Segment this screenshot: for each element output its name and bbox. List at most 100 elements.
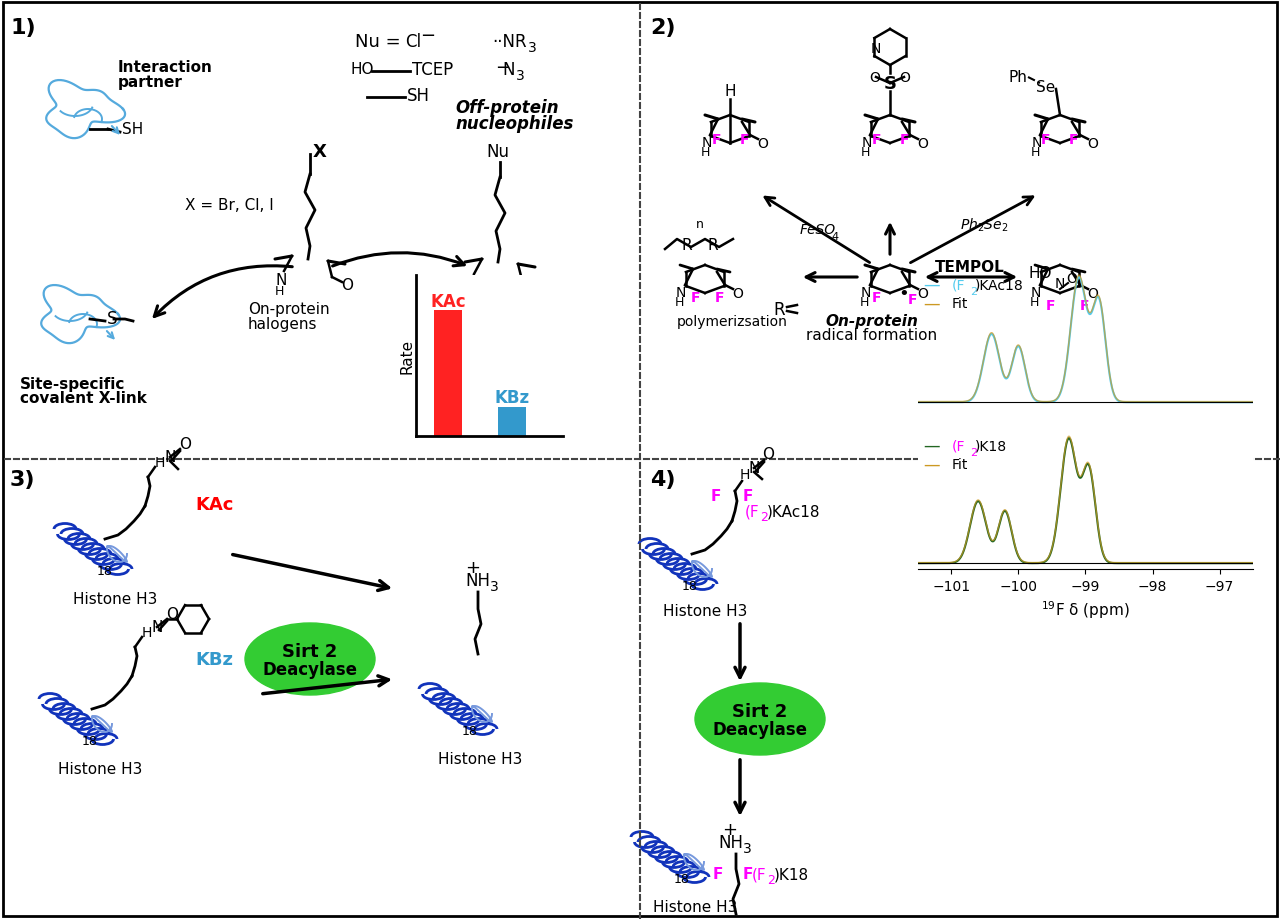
Text: F: F bbox=[1046, 299, 1056, 312]
Text: H: H bbox=[155, 456, 165, 470]
Text: N: N bbox=[861, 136, 872, 150]
Text: N: N bbox=[676, 286, 686, 300]
Text: partner: partner bbox=[118, 74, 183, 89]
Text: H: H bbox=[1030, 146, 1039, 159]
Text: KAc: KAc bbox=[430, 292, 466, 311]
Text: 4: 4 bbox=[831, 232, 838, 242]
Bar bbox=[498, 408, 526, 437]
Text: Histone H3: Histone H3 bbox=[663, 604, 748, 618]
Text: 3: 3 bbox=[516, 69, 525, 83]
Y-axis label: Rate: Rate bbox=[399, 338, 415, 374]
Text: NH: NH bbox=[465, 572, 490, 589]
Text: ··NR: ··NR bbox=[492, 33, 526, 51]
Text: F: F bbox=[716, 290, 724, 305]
Text: Sirt 2: Sirt 2 bbox=[732, 702, 787, 720]
Text: N: N bbox=[1032, 136, 1042, 150]
Text: Histone H3: Histone H3 bbox=[438, 752, 522, 766]
Text: 18: 18 bbox=[462, 725, 477, 738]
Ellipse shape bbox=[244, 623, 375, 696]
Text: Nu: Nu bbox=[486, 142, 509, 161]
Text: F: F bbox=[1041, 133, 1051, 147]
Text: (F: (F bbox=[951, 278, 965, 292]
Text: On-protein: On-protein bbox=[826, 314, 919, 329]
Text: F: F bbox=[900, 133, 909, 147]
Text: 18: 18 bbox=[682, 580, 698, 593]
Text: Fit: Fit bbox=[951, 297, 968, 311]
Text: •: • bbox=[899, 285, 909, 302]
Text: N: N bbox=[1030, 286, 1041, 300]
Text: Sirt2 deacetylation: Sirt2 deacetylation bbox=[961, 481, 1119, 498]
Text: KBz: KBz bbox=[195, 651, 233, 668]
Text: (F: (F bbox=[745, 504, 759, 519]
Text: 2): 2) bbox=[650, 18, 676, 38]
Text: O: O bbox=[340, 278, 353, 293]
Text: —: — bbox=[924, 295, 946, 312]
Text: Se: Se bbox=[1037, 80, 1056, 96]
Text: nucleophiles: nucleophiles bbox=[454, 115, 573, 133]
Text: R: R bbox=[682, 237, 692, 252]
Text: N: N bbox=[164, 450, 175, 465]
Text: Off-protein: Off-protein bbox=[454, 99, 558, 117]
Text: N: N bbox=[151, 619, 163, 635]
Text: F: F bbox=[872, 133, 881, 147]
Text: Histone H3: Histone H3 bbox=[73, 592, 157, 607]
Text: —: — bbox=[924, 437, 946, 455]
Text: H: H bbox=[465, 289, 474, 301]
Text: N: N bbox=[870, 42, 881, 56]
Text: O: O bbox=[1088, 287, 1098, 301]
Text: )KAc18: )KAc18 bbox=[767, 504, 820, 519]
Text: F: F bbox=[1069, 133, 1079, 147]
Text: KBz: KBz bbox=[494, 389, 530, 407]
Text: $Ph_2Se_2$: $Ph_2Se_2$ bbox=[960, 216, 1009, 233]
Text: S: S bbox=[108, 310, 118, 328]
Text: +: + bbox=[466, 559, 480, 576]
Text: R: R bbox=[773, 301, 785, 319]
Text: (F: (F bbox=[951, 439, 965, 453]
Text: 18: 18 bbox=[97, 565, 113, 578]
Text: Interaction: Interaction bbox=[118, 61, 212, 75]
Text: O: O bbox=[869, 71, 881, 85]
Text: H: H bbox=[142, 625, 152, 640]
Text: 1): 1) bbox=[10, 18, 36, 38]
Text: O: O bbox=[166, 607, 178, 622]
Text: 18: 18 bbox=[82, 734, 99, 748]
Text: N: N bbox=[701, 136, 712, 150]
Text: F: F bbox=[742, 867, 753, 881]
Text: N: N bbox=[275, 273, 287, 289]
Text: N: N bbox=[466, 277, 476, 291]
Text: O: O bbox=[758, 137, 768, 151]
Text: O: O bbox=[531, 281, 543, 296]
Text: 2: 2 bbox=[767, 874, 774, 887]
X-axis label: $^{19}$F δ (ppm): $^{19}$F δ (ppm) bbox=[1041, 599, 1130, 620]
Text: 4): 4) bbox=[650, 470, 676, 490]
Text: 2: 2 bbox=[970, 448, 977, 457]
Text: Site-specific: Site-specific bbox=[20, 377, 125, 392]
Text: F: F bbox=[872, 290, 881, 305]
Text: radical formation: radical formation bbox=[806, 328, 937, 343]
Text: n: n bbox=[696, 218, 704, 232]
Text: N: N bbox=[861, 286, 872, 300]
Text: FeSO: FeSO bbox=[800, 222, 836, 237]
Text: H: H bbox=[1029, 296, 1038, 309]
Text: 18: 18 bbox=[675, 872, 690, 886]
Text: N: N bbox=[502, 61, 515, 79]
Text: —: — bbox=[924, 276, 946, 294]
Text: NH: NH bbox=[718, 834, 742, 851]
Text: N: N bbox=[1055, 277, 1065, 290]
Text: TEMPOL: TEMPOL bbox=[934, 260, 1005, 275]
Text: 3: 3 bbox=[529, 41, 536, 55]
Text: H: H bbox=[859, 296, 869, 309]
Text: —: — bbox=[924, 456, 946, 473]
Text: F: F bbox=[742, 489, 753, 504]
Text: 2: 2 bbox=[970, 287, 977, 296]
Text: )KAc18: )KAc18 bbox=[975, 278, 1024, 292]
Text: H: H bbox=[724, 85, 736, 99]
Text: O: O bbox=[900, 71, 910, 85]
Text: Sirt 2: Sirt 2 bbox=[283, 642, 338, 660]
Text: Nu =: Nu = bbox=[355, 33, 401, 51]
Text: 2: 2 bbox=[760, 511, 768, 524]
Text: F: F bbox=[1080, 299, 1089, 312]
Bar bbox=[434, 311, 462, 437]
Text: Histone H3: Histone H3 bbox=[653, 900, 737, 914]
Text: SH: SH bbox=[122, 122, 143, 137]
